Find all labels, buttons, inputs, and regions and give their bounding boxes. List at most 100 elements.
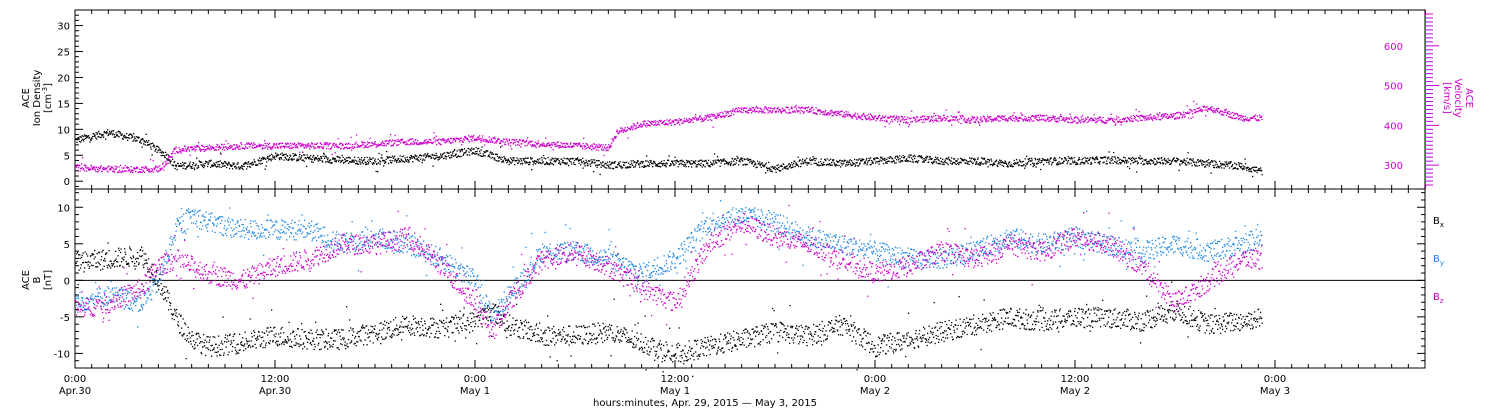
data-point — [222, 147, 224, 149]
data-point — [793, 111, 795, 113]
data-point — [1209, 109, 1211, 111]
data-point — [1149, 114, 1151, 116]
data-point — [674, 164, 676, 166]
data-point — [211, 148, 213, 150]
data-point — [540, 162, 542, 165]
data-point — [94, 249, 96, 252]
data-point — [151, 154, 153, 156]
data-point — [116, 134, 118, 136]
data-point — [567, 158, 569, 160]
data-point — [1075, 116, 1077, 118]
data-point — [352, 159, 354, 161]
data-point — [618, 162, 620, 164]
data-point — [146, 169, 148, 172]
data-point — [82, 138, 84, 140]
data-point — [677, 166, 679, 168]
data-point — [323, 152, 325, 155]
data-point — [874, 158, 876, 161]
data-point — [423, 142, 425, 145]
data-point — [949, 159, 951, 161]
data-point — [690, 159, 692, 162]
data-point — [881, 160, 883, 162]
data-point — [858, 117, 860, 119]
data-point — [573, 161, 575, 164]
data-point — [1089, 119, 1091, 121]
data-point — [1196, 162, 1198, 164]
data-point — [133, 167, 135, 169]
data-point — [108, 165, 110, 167]
data-point — [90, 138, 92, 141]
data-point — [168, 155, 170, 158]
data-point — [493, 137, 495, 140]
data-point — [339, 143, 341, 145]
data-point — [1255, 166, 1257, 168]
data-point — [215, 161, 217, 164]
data-point — [184, 162, 186, 164]
data-point — [599, 144, 601, 147]
data-point — [1232, 164, 1234, 166]
data-point — [1139, 155, 1141, 157]
data-point — [113, 136, 115, 139]
data-point — [677, 160, 679, 163]
data-point — [379, 163, 381, 165]
data-point — [292, 146, 294, 148]
data-point — [607, 161, 609, 163]
data-point — [948, 156, 950, 159]
data-point — [1074, 120, 1076, 122]
data-point — [621, 129, 623, 132]
data-point — [877, 161, 879, 163]
data-point — [75, 165, 77, 167]
data-point — [159, 148, 161, 150]
data-point — [480, 141, 482, 143]
data-point — [394, 142, 396, 144]
data-point — [232, 148, 234, 151]
data-point — [112, 133, 114, 135]
data-point — [1037, 162, 1039, 165]
data-point — [1101, 120, 1103, 122]
data-point — [752, 110, 754, 112]
data-point — [999, 163, 1001, 165]
data-point — [756, 110, 758, 112]
data-point — [263, 147, 265, 150]
data-point — [443, 157, 445, 159]
data-point — [150, 168, 152, 170]
data-point — [113, 169, 115, 171]
data-point — [151, 142, 153, 145]
data-point — [770, 168, 772, 171]
data-point — [660, 119, 662, 122]
data-point — [424, 141, 426, 143]
data-point — [496, 140, 498, 142]
data-point — [944, 161, 946, 163]
data-point — [1115, 118, 1117, 121]
data-point — [746, 163, 748, 166]
data-point — [841, 160, 843, 162]
data-point — [839, 159, 841, 161]
data-point — [365, 145, 367, 147]
data-point — [199, 161, 201, 163]
data-point — [725, 115, 727, 117]
data-point — [240, 142, 242, 144]
data-point — [359, 158, 361, 160]
data-point — [132, 140, 134, 142]
data-point — [965, 119, 967, 121]
data-point — [1211, 160, 1213, 163]
data-point — [481, 139, 483, 141]
data-point — [1248, 168, 1250, 171]
data-point — [466, 150, 468, 152]
data-point — [1245, 167, 1247, 169]
data-point — [1254, 170, 1256, 172]
data-point — [1079, 158, 1081, 160]
data-point — [252, 144, 254, 146]
data-point — [378, 145, 380, 147]
data-point — [667, 124, 669, 126]
data-point — [509, 161, 511, 164]
data-point — [1259, 114, 1261, 116]
data-point — [421, 161, 423, 164]
data-point — [433, 157, 435, 159]
data-point — [585, 159, 587, 161]
data-point — [696, 119, 698, 121]
data-point — [442, 140, 444, 142]
data-point — [520, 163, 522, 165]
data-point — [1159, 112, 1161, 114]
data-point — [898, 116, 900, 118]
